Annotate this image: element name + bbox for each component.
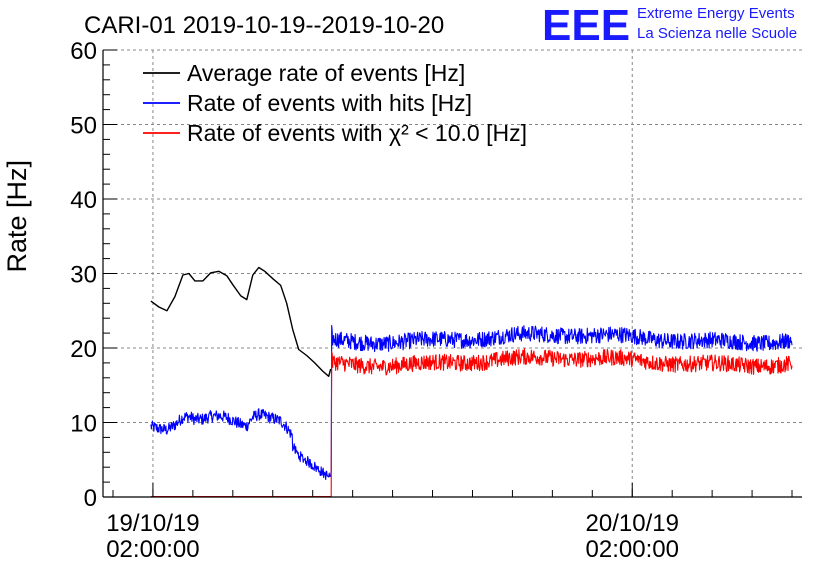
y-tick-label: 40	[70, 187, 97, 214]
grid-lines	[103, 49, 802, 497]
y-tick-label: 50	[70, 113, 97, 140]
tick-labels: 010203040506019/10/1902:00:0020/10/1902:…	[70, 38, 679, 563]
y-tick-label: 20	[70, 336, 97, 363]
y-tick-label: 30	[70, 262, 97, 289]
y-tick-label: 10	[70, 411, 97, 438]
y-tick-label: 0	[84, 485, 97, 512]
series-line-1	[150, 325, 793, 481]
eee-logo-mark: EEE	[542, 1, 630, 50]
legend-label-1: Rate of events with hits [Hz]	[187, 90, 472, 116]
x-tick-date: 20/10/19	[586, 510, 679, 537]
eee-logo: EEE Extreme Energy Events La Scienza nel…	[542, 1, 797, 50]
x-tick-date: 19/10/19	[106, 510, 199, 537]
y-axis-label: Rate [Hz]	[2, 160, 32, 273]
y-tick-label: 60	[70, 38, 97, 65]
eee-logo-line2: La Scienza nelle Scuole	[637, 25, 797, 42]
legend-label-0: Average rate of events [Hz]	[187, 60, 465, 86]
x-tick-time: 02:00:00	[586, 536, 679, 563]
chart-title: CARI-01 2019-10-19--2019-10-20	[84, 12, 444, 39]
legend: Average rate of events [Hz] Rate of event…	[143, 60, 527, 146]
series-layer	[150, 266, 793, 498]
series-line-0	[150, 266, 332, 377]
axes	[102, 49, 802, 498]
legend-label-2: Rate of events with χ² < 10.0 [Hz]	[187, 120, 527, 146]
x-tick-time: 02:00:00	[106, 536, 199, 563]
eee-logo-line1: Extreme Energy Events	[637, 5, 795, 22]
